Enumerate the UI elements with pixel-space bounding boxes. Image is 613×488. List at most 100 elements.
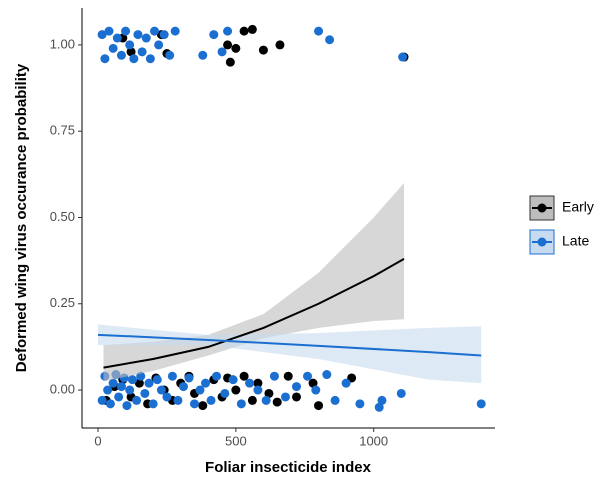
point [125,40,135,50]
point [253,378,263,388]
point [178,382,188,392]
point [264,388,274,398]
point [269,371,279,381]
point [374,402,384,412]
point [236,399,246,409]
point [125,385,135,395]
point [253,385,263,395]
point [112,33,122,43]
point [291,382,301,392]
point [104,26,114,36]
point [258,45,268,55]
point [144,378,154,388]
point [141,33,151,43]
point [239,26,249,36]
point [133,30,143,40]
point [247,24,257,34]
point [217,47,227,57]
x-tick-label: 1000 [359,433,388,448]
point [228,375,238,385]
point [476,399,486,409]
point [167,371,177,381]
point [156,385,166,395]
point [140,388,150,398]
y-tick-label: 1.00 [50,36,75,51]
point [201,378,211,388]
point [355,399,365,409]
point [377,395,387,405]
point [283,371,293,381]
point [108,43,118,53]
point [97,30,107,40]
point [396,388,406,398]
point [116,382,126,392]
point [103,385,113,395]
point [261,395,271,405]
x-tick-label: 500 [225,433,247,448]
y-axis-label: Deformed wing virus occurance probabilit… [13,63,30,372]
point [291,392,301,402]
point [97,395,107,405]
y-tick-label: 0.00 [50,381,75,396]
point [159,30,169,40]
legend-point [537,203,547,213]
point [212,371,222,381]
y-tick-label: 0.50 [50,209,75,224]
point [165,50,175,60]
point [154,40,164,50]
point [245,378,255,388]
point [220,388,230,398]
point [173,395,183,405]
point [162,392,172,402]
point [170,26,180,36]
point [341,378,351,388]
point [116,50,126,60]
y-tick-label: 0.25 [50,295,75,310]
point [272,397,282,407]
x-axis-label: Foliar insecticide index [205,459,372,476]
point [145,54,155,64]
point [314,26,324,36]
x-tick-label: 0 [94,433,101,448]
point [148,399,158,409]
point [127,375,137,385]
point [325,35,335,45]
point [189,399,199,409]
point [303,371,313,381]
point [209,30,219,40]
point [126,47,136,57]
point [108,378,118,388]
point [308,378,318,388]
point [223,26,233,36]
point [398,52,408,62]
point [134,378,144,388]
point [121,26,131,36]
point [239,371,249,381]
point [132,395,142,405]
y-tick-label: 0.75 [50,123,75,138]
point [150,26,160,36]
point [105,399,115,409]
point [247,395,257,405]
point [206,395,216,405]
point [231,385,241,395]
point [152,375,162,385]
legend-label: Early [562,199,594,215]
point [114,392,124,402]
point [195,385,205,395]
point [314,401,324,411]
point [311,385,321,395]
legend-label: Late [562,233,589,249]
point [198,50,208,60]
point [137,47,147,57]
point [198,401,208,411]
point [184,373,194,383]
point [322,370,332,380]
point [275,40,285,50]
point [225,57,235,67]
point [129,54,139,64]
point [280,392,290,402]
point [100,54,110,64]
